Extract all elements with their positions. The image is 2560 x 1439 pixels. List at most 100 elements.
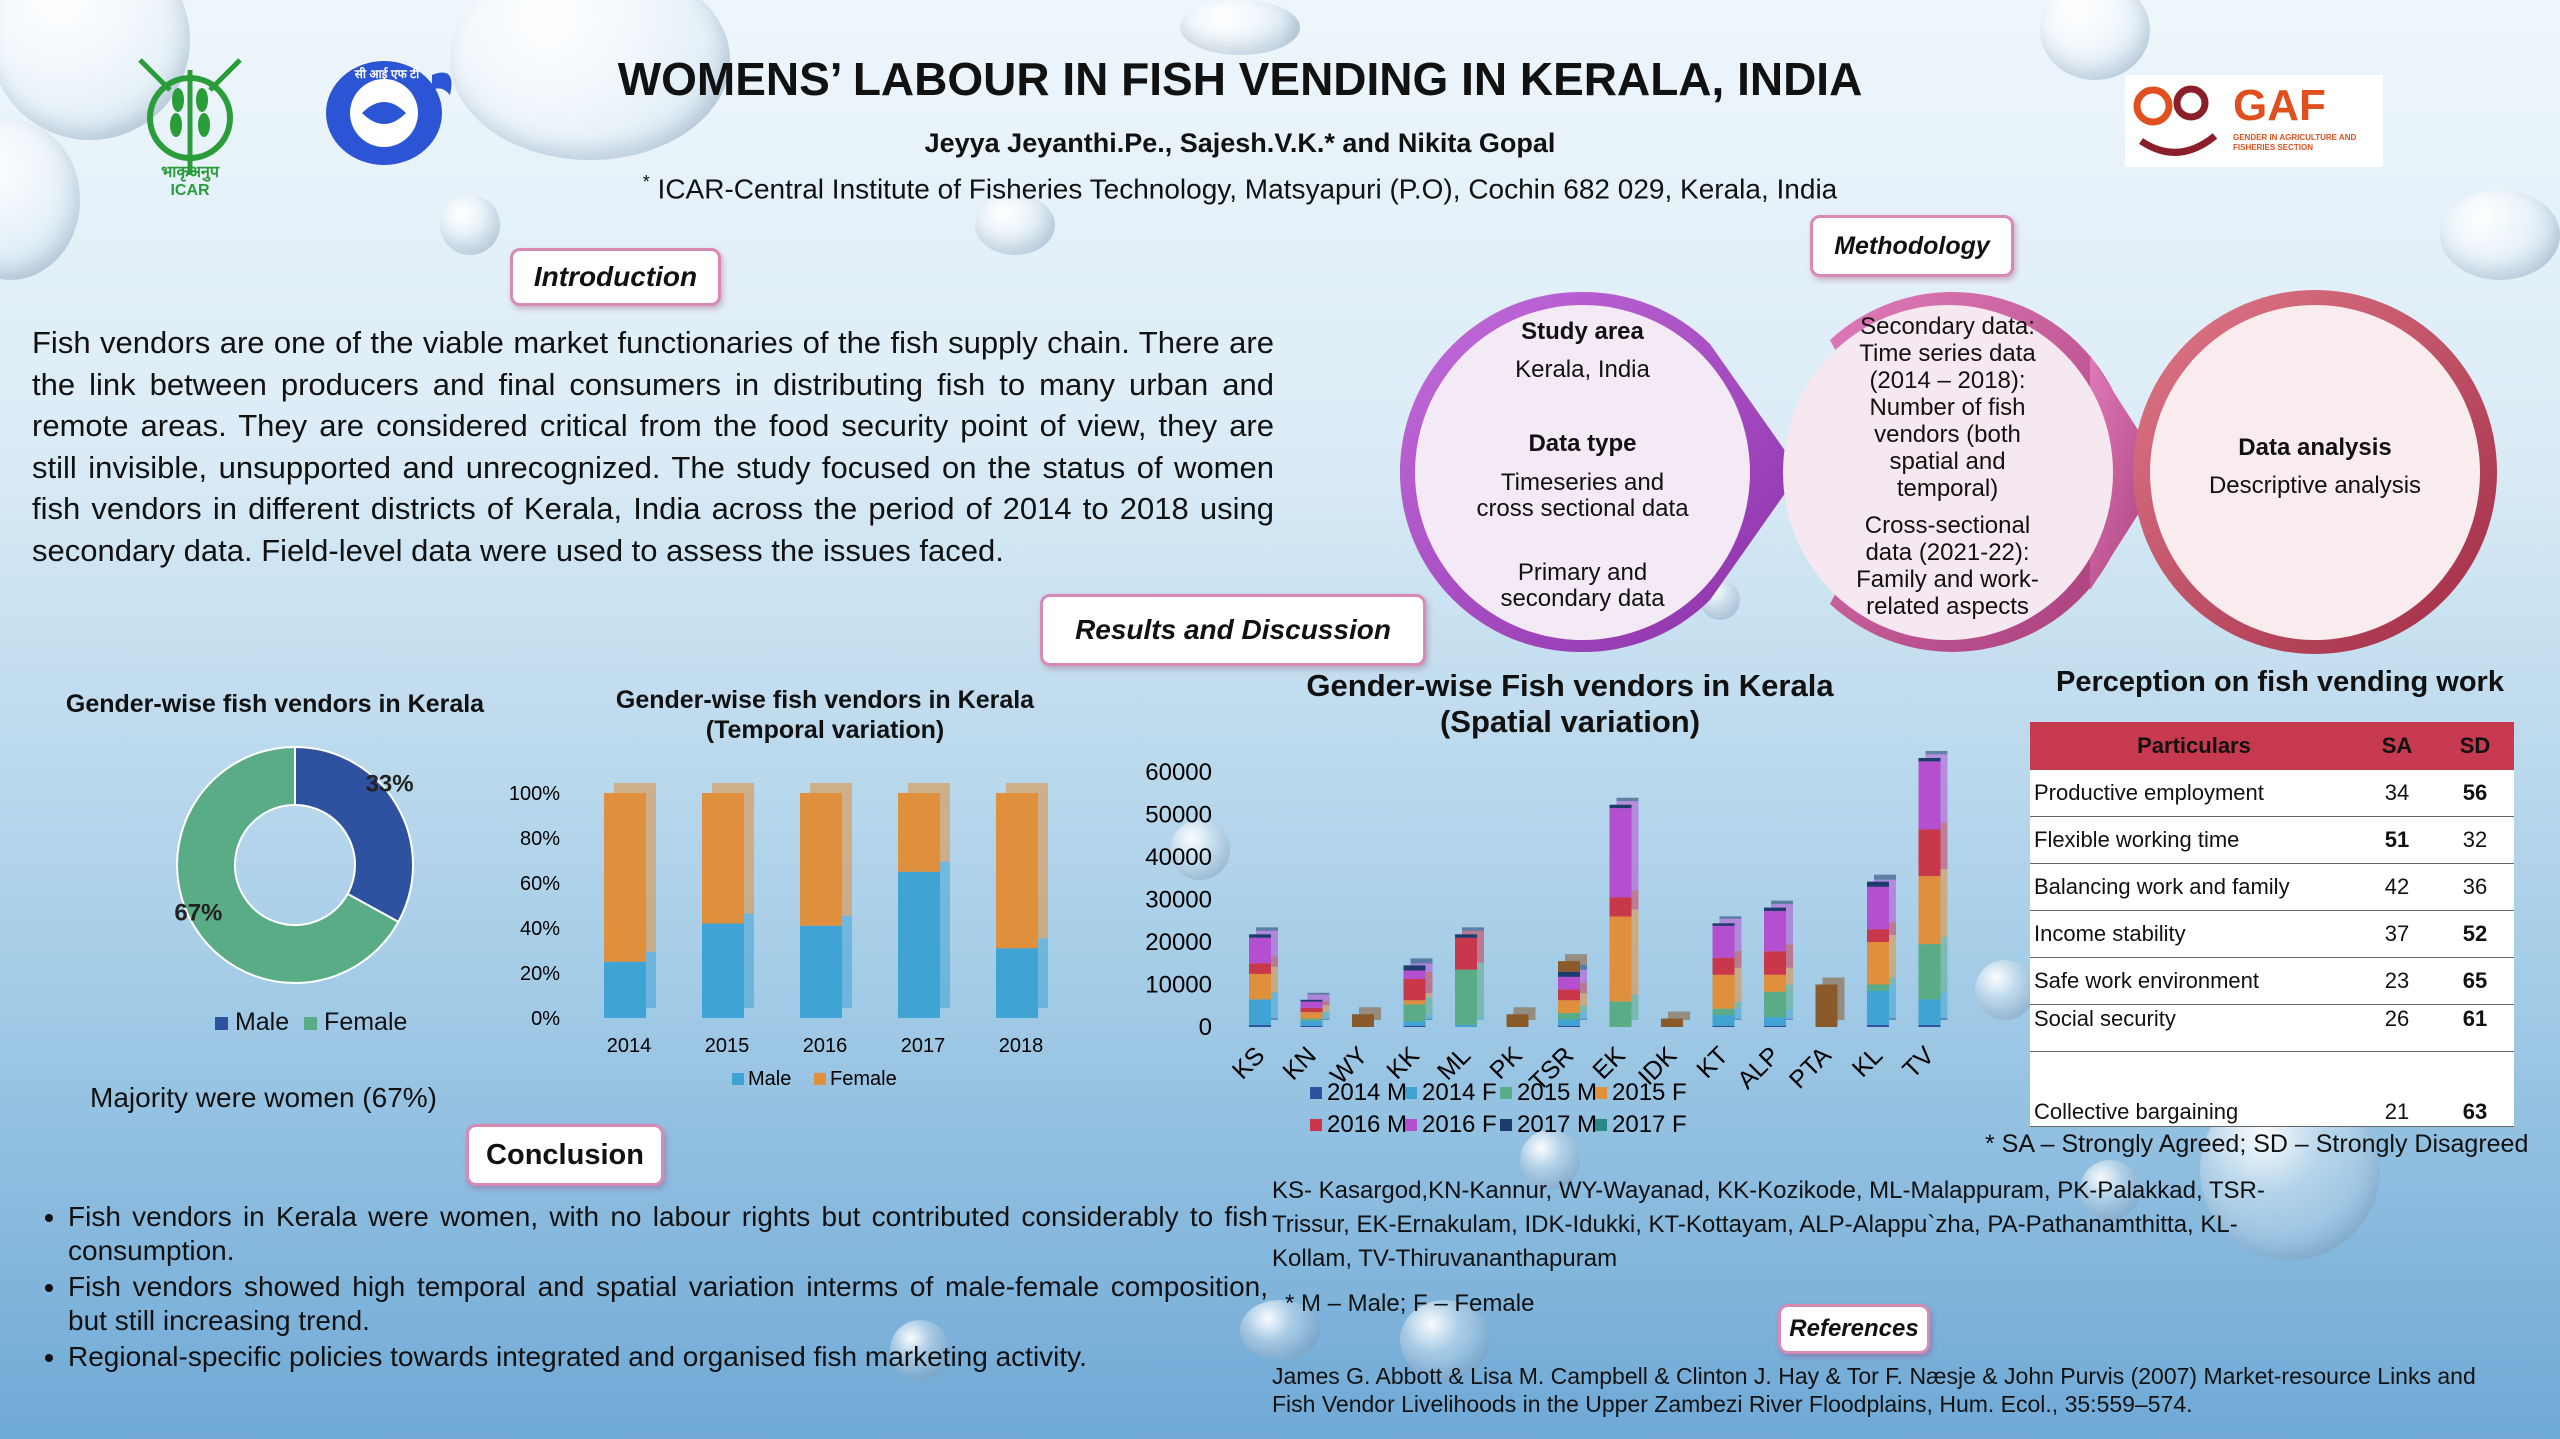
legend-swatch [1310,1119,1322,1131]
method-shape-2-arrow [2090,355,2165,590]
bar-segment [1558,989,1580,1001]
table-row: Safe work environment 23 65 [2030,957,2514,1005]
x-tick-label: 2015 [705,1035,750,1057]
temporal-chart: 0% 20% 40% 60% 80% 100% 2014 2015 2016 2017 2018 Ma… [509,783,1048,1090]
bar-side [1256,927,1278,931]
bar-segment [1918,757,1941,762]
decor-bubble [2040,0,2150,80]
introduction-text: Fish vendors are one of the viable marke… [32,325,1274,568]
decor-bubble [2080,1160,2140,1220]
x-tick-label: 2016 [803,1035,848,1057]
bar-segment [1352,1014,1374,1027]
bar-segment [1300,999,1323,1002]
study-area-text: Kerala, India [1515,356,1650,383]
bar-segment [1249,934,1271,938]
bar-side [1462,927,1484,931]
bar-segment [1661,1018,1683,1027]
row-particular: Balancing work and family [2030,863,2358,911]
bar-segment [1609,804,1632,809]
y-tick-label: 10000 [1145,972,1212,999]
col-sa: SA [2358,722,2436,770]
y-tick-label: 80% [520,828,560,850]
table-row: Income stability 37 52 [2030,910,2514,958]
decor-bubble [1520,1130,1580,1190]
legend-male-label: Male [234,1008,290,1036]
bar-segment [996,948,1038,1018]
temporal-title-line2: (Temporal variation) [705,716,945,744]
row-sa: 21 [2358,1051,2436,1127]
donut-data-label: 33% [366,771,414,798]
bar-segment [1558,971,1580,977]
poster-title: WOMENS’ LABOUR IN FISH VENDING IN KERALA… [617,53,1863,105]
perception-note: * SA – Strongly Agreed; SD – Strongly Di… [1985,1130,2529,1158]
legend-label: 2017 M [1517,1111,1597,1138]
x-tick-label: PTA [1784,1041,1837,1094]
x-tick-label: 2017 [901,1035,946,1057]
bar-segment [1712,925,1735,958]
x-tick-label: KT [1691,1041,1733,1083]
row-sd: 63 [2436,1051,2514,1127]
decor-bubble [1170,820,1230,880]
decor-bubble [1240,1300,1320,1360]
gender-note: * M – Male; F – Female [1285,1290,1535,1317]
table-row: Social security 26 61 [2030,1004,2514,1052]
bar-segment [1712,957,1735,975]
legend-label: Male [748,1068,791,1090]
data-source-text: Primary and secondary data [1500,559,1665,612]
bar-segment [1764,1025,1786,1027]
row-particular: Social security [2030,1004,2358,1052]
data-analysis-text: Descriptive analysis [2208,472,2422,499]
row-sd: 56 [2436,770,2514,817]
gaf-logo-text: GAF [2233,81,2326,130]
bar-segment [1867,1024,1889,1027]
bar-segment [1764,910,1786,952]
perception-header-row: Particulars SA SD [2030,722,2514,770]
bar-side [1307,994,1330,1001]
bar-segment [1867,942,1889,985]
row-sa: 26 [2358,1004,2436,1052]
bar-segment [1403,1025,1426,1027]
row-sd: 61 [2436,1004,2514,1052]
legend-label: Female [830,1068,897,1090]
bar-segment [1712,1025,1735,1027]
y-tick-label: 20000 [1145,929,1212,956]
bar-segment [1712,1008,1735,1016]
y-tick-label: 0 [1199,1014,1212,1041]
perception-title: Perception on fish vending work [2056,666,2504,698]
legend-label: 2014 M [1327,1079,1407,1106]
row-sd: 32 [2436,816,2514,864]
y-tick-label: 60% [520,873,560,895]
decor-bubble [890,1320,950,1380]
row-sd: 52 [2436,910,2514,958]
spatial-title-line2: (Spatial variation) [1439,704,1701,739]
bar-side [1307,992,1330,995]
bar-segment [1918,999,1941,1025]
bar-segment [1249,973,1271,1000]
bar-segment [1712,1015,1735,1026]
bar-segment [1249,937,1271,964]
legend-female-swatch [304,1017,318,1030]
decor-bubble [1180,0,1300,55]
conclusion-heading: Conclusion [466,1124,664,1186]
legend-swatch [1500,1087,1512,1099]
conclusion-item: Fish vendors in Kerala were women, with … [68,1200,1268,1268]
reference-text: James G. Abbott & Lisa M. Campbell & Cli… [1272,1363,2476,1417]
legend-swatch [1595,1119,1607,1131]
secondary-data-text: Secondary data: Time series data (2014 –… [1859,313,2036,502]
bar-segment [1712,974,1735,1009]
donut-data-label: 67% [174,899,222,926]
y-tick-label: 40000 [1145,844,1212,871]
x-tick-label: KS [1227,1041,1270,1084]
decor-bubble [975,195,1055,255]
y-tick-label: 60000 [1145,759,1212,786]
bar-segment [1918,1024,1941,1027]
legend-label: 2017 F [1612,1111,1687,1138]
gaf-logo-subtext: GENDER IN AGRICULTURE AND FISHERIES SECT… [2233,133,2357,152]
bar-segment [1815,984,1838,1027]
row-particular: Income stability [2030,910,2358,958]
bar-segment [1249,963,1271,974]
bar-segment [1609,916,1632,1002]
cross-sectional-text: Cross-sectional data (2021-22): Family a… [1856,512,2039,620]
cift-logo-text: सी आई एफ टी [354,67,420,81]
method-circle-1 [1415,305,1750,640]
